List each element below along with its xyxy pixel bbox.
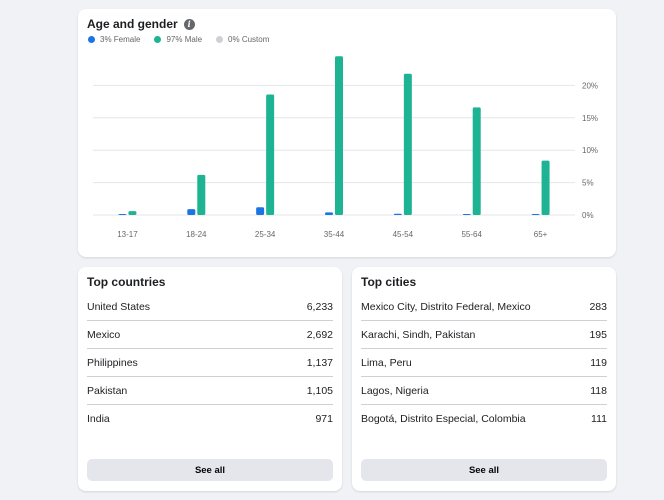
country-value: 2,692 <box>306 328 333 341</box>
x-tick-label: 55-64 <box>461 230 482 239</box>
bar-female-45-54[interactable] <box>393 213 402 215</box>
list-item: India 971 <box>87 405 333 433</box>
legend-item-male: 97% Male <box>154 35 202 44</box>
y-tick-label: 0% <box>582 211 594 220</box>
cities-list: Mexico City, Distrito Federal, Mexico 28… <box>361 293 607 433</box>
y-tick-label: 5% <box>582 179 594 188</box>
x-tick-label: 35-44 <box>324 230 345 239</box>
x-tick-label: 65+ <box>534 230 548 239</box>
bar-male-55-64[interactable] <box>472 107 481 215</box>
country-value: 6,233 <box>306 300 333 313</box>
age-gender-card: Age and gender i 3% Female 97% Male 0% C… <box>78 9 616 257</box>
country-name: Pakistan <box>87 384 128 397</box>
x-tick-label: 45-54 <box>393 230 414 239</box>
city-name: Bogotá, Distrito Especial, Colombia <box>361 413 526 425</box>
city-value: 118 <box>590 384 607 397</box>
country-value: 1,137 <box>306 356 333 369</box>
top-countries-card: Top countries United States 6,233 Mexico… <box>78 267 342 491</box>
top-cities-card: Top cities Mexico City, Distrito Federal… <box>352 267 616 491</box>
country-name: Mexico <box>87 328 121 341</box>
legend-label-custom: 0% Custom <box>228 35 270 44</box>
top-cities-title: Top cities <box>361 275 417 289</box>
countries-see-all-button[interactable]: See all <box>87 459 333 481</box>
list-item: Philippines 1,137 <box>87 349 333 377</box>
legend-dot-male <box>154 36 162 43</box>
bar-female-18-24[interactable] <box>187 209 196 215</box>
list-item: Bogotá, Distrito Especial, Colombia 111 <box>361 405 607 433</box>
city-value: 283 <box>589 300 607 313</box>
y-tick-label: 15% <box>582 114 598 123</box>
legend-label-female: 3% Female <box>100 35 141 44</box>
y-tick-label: 20% <box>582 81 598 90</box>
age-gender-chart: 20% 15% 10% 5% 0% 13-17 18-24 25-34 35-44 45-54 55… <box>93 56 598 239</box>
y-tick-label: 10% <box>582 146 598 155</box>
bar-female-25-34[interactable] <box>256 207 265 215</box>
bar-male-45-54[interactable] <box>403 73 412 216</box>
list-item: Lagos, Nigeria 118 <box>361 377 607 405</box>
cities-see-all-button[interactable]: See all <box>361 459 607 481</box>
legend-dot-female <box>88 36 95 43</box>
city-value: 195 <box>589 328 607 341</box>
country-name: India <box>87 413 110 425</box>
bar-female-13-17[interactable] <box>118 214 127 215</box>
country-value: 971 <box>315 413 333 425</box>
x-tick-label: 25-34 <box>255 230 276 239</box>
city-name: Lima, Peru <box>361 356 412 369</box>
legend-label-male: 97% Male <box>166 35 203 44</box>
info-icon[interactable]: i <box>183 18 195 30</box>
bar-female-55-64[interactable] <box>462 214 471 215</box>
bar-male-65+[interactable] <box>541 160 550 215</box>
x-tick-label: 18-24 <box>186 230 207 239</box>
city-name: Mexico City, Distrito Federal, Mexico <box>361 300 531 313</box>
countries-list: United States 6,233 Mexico 2,692 Philipp… <box>87 293 333 433</box>
bar-female-65+[interactable] <box>531 214 540 215</box>
list-item: Lima, Peru 119 <box>361 349 607 377</box>
country-value: 1,105 <box>306 384 333 397</box>
chart-legend: 3% Female 97% Male 0% Custom <box>88 35 269 44</box>
legend-item-custom: 0% Custom <box>216 35 269 44</box>
age-gender-title-text: Age and gender <box>87 17 178 31</box>
city-name: Lagos, Nigeria <box>361 384 429 397</box>
legend-item-female: 3% Female <box>88 35 140 44</box>
list-item: Mexico 2,692 <box>87 321 333 349</box>
legend-dot-custom <box>216 36 224 43</box>
bar-male-18-24[interactable] <box>197 174 206 215</box>
bar-female-35-44[interactable] <box>325 212 333 215</box>
age-gender-title: Age and gender i <box>87 17 195 31</box>
list-item: Pakistan 1,105 <box>87 377 333 405</box>
x-tick-label: 13-17 <box>117 230 138 239</box>
country-name: Philippines <box>87 356 138 369</box>
list-item: United States 6,233 <box>87 293 333 321</box>
city-name: Karachi, Sindh, Pakistan <box>361 328 476 341</box>
bar-male-35-44[interactable] <box>335 56 343 215</box>
city-value: 111 <box>591 413 607 425</box>
bar-male-13-17[interactable] <box>128 211 137 215</box>
top-countries-title: Top countries <box>87 275 166 289</box>
city-value: 119 <box>590 356 607 369</box>
bar-male-25-34[interactable] <box>266 94 275 215</box>
list-item: Mexico City, Distrito Federal, Mexico 28… <box>361 293 607 321</box>
list-item: Karachi, Sindh, Pakistan 195 <box>361 321 607 349</box>
country-name: United States <box>87 300 151 313</box>
